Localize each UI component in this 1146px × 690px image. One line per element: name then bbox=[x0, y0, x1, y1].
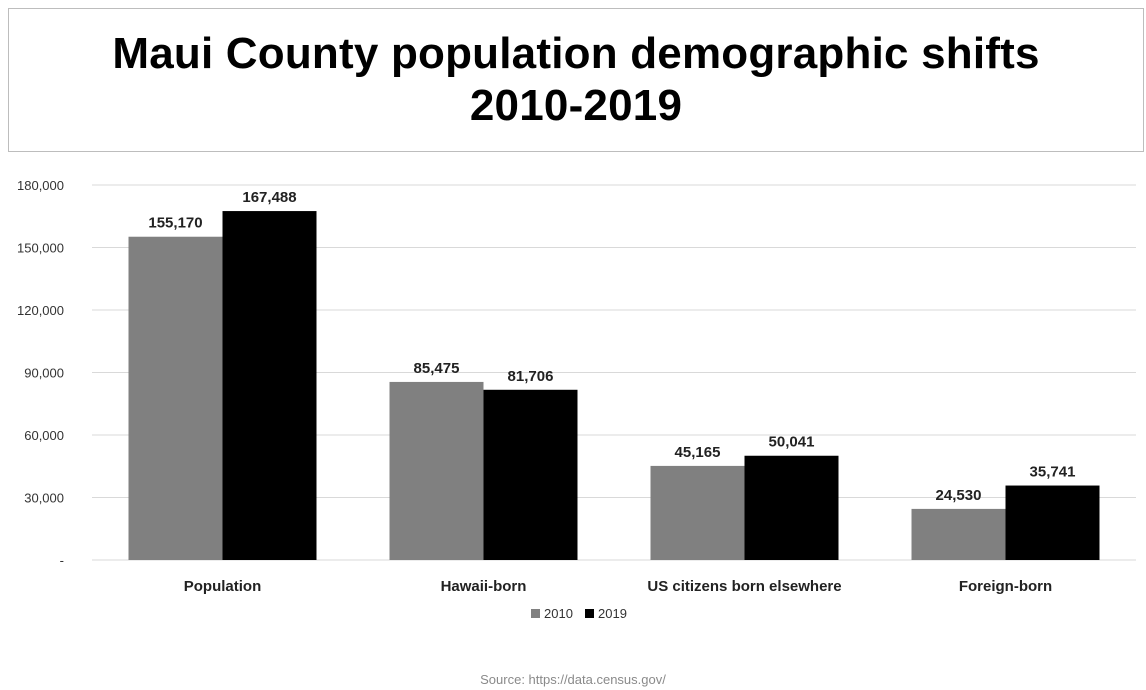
y-axis-ticks: - 30,000 60,000 90,000 120,000 150,000 180,000 bbox=[17, 178, 64, 568]
y-tick-label: 90,000 bbox=[24, 366, 64, 381]
legend-swatch-2019 bbox=[585, 609, 594, 618]
legend-label-2010: 2010 bbox=[544, 606, 573, 621]
x-category-label: Hawaii-born bbox=[441, 578, 527, 595]
chart-title-line-2: 2010-2019 bbox=[469, 81, 683, 130]
bar-2010-hawaii-born bbox=[389, 381, 484, 560]
chart-title-line-1: Maui County population demographic shift… bbox=[112, 29, 1040, 78]
y-tick-label: 30,000 bbox=[24, 491, 64, 506]
bar-2019-us-citizens-born-elsewhere bbox=[744, 455, 839, 560]
data-label: 85,475 bbox=[414, 360, 460, 377]
x-category-label: Population bbox=[184, 578, 262, 595]
y-tick-label: 150,000 bbox=[17, 241, 64, 256]
bar-2010-us-citizens-born-elsewhere bbox=[650, 465, 745, 560]
data-label: 45,165 bbox=[675, 444, 721, 461]
data-labels: 155,170 167,488 85,475 81,706 45,165 50,041 24… bbox=[148, 189, 1075, 504]
legend-swatch-2010 bbox=[531, 609, 540, 618]
chart-title-box: Maui County population demographic shift… bbox=[8, 8, 1144, 152]
data-label: 167,488 bbox=[242, 189, 296, 206]
legend: 2010 2019 bbox=[531, 606, 627, 621]
data-label: 24,530 bbox=[936, 487, 982, 504]
x-axis-categories: Population Hawaii-born US citizens born el… bbox=[184, 578, 1052, 595]
bar-2010-population bbox=[128, 236, 223, 560]
bar-2019-hawaii-born bbox=[483, 389, 578, 560]
data-label: 50,041 bbox=[769, 434, 815, 451]
x-category-label: US citizens born elsewhere bbox=[647, 578, 841, 595]
y-tick-label: - bbox=[60, 553, 64, 568]
source-caption: Source: https://data.census.gov/ bbox=[480, 672, 666, 687]
bar-2019-foreign-born bbox=[1005, 485, 1100, 560]
bar-chart: - 30,000 60,000 90,000 120,000 150,000 180,000… bbox=[17, 178, 1136, 621]
data-label: 81,706 bbox=[508, 368, 554, 385]
bars bbox=[128, 211, 1100, 561]
bar-2010-foreign-born bbox=[911, 508, 1006, 560]
legend-label-2019: 2019 bbox=[598, 606, 627, 621]
y-tick-label: 180,000 bbox=[17, 178, 64, 193]
data-label: 155,170 bbox=[148, 215, 202, 232]
bar-2019-population bbox=[222, 211, 317, 561]
x-category-label: Foreign-born bbox=[959, 578, 1052, 595]
y-tick-label: 60,000 bbox=[24, 428, 64, 443]
y-tick-label: 120,000 bbox=[17, 303, 64, 318]
data-label: 35,741 bbox=[1030, 464, 1076, 481]
